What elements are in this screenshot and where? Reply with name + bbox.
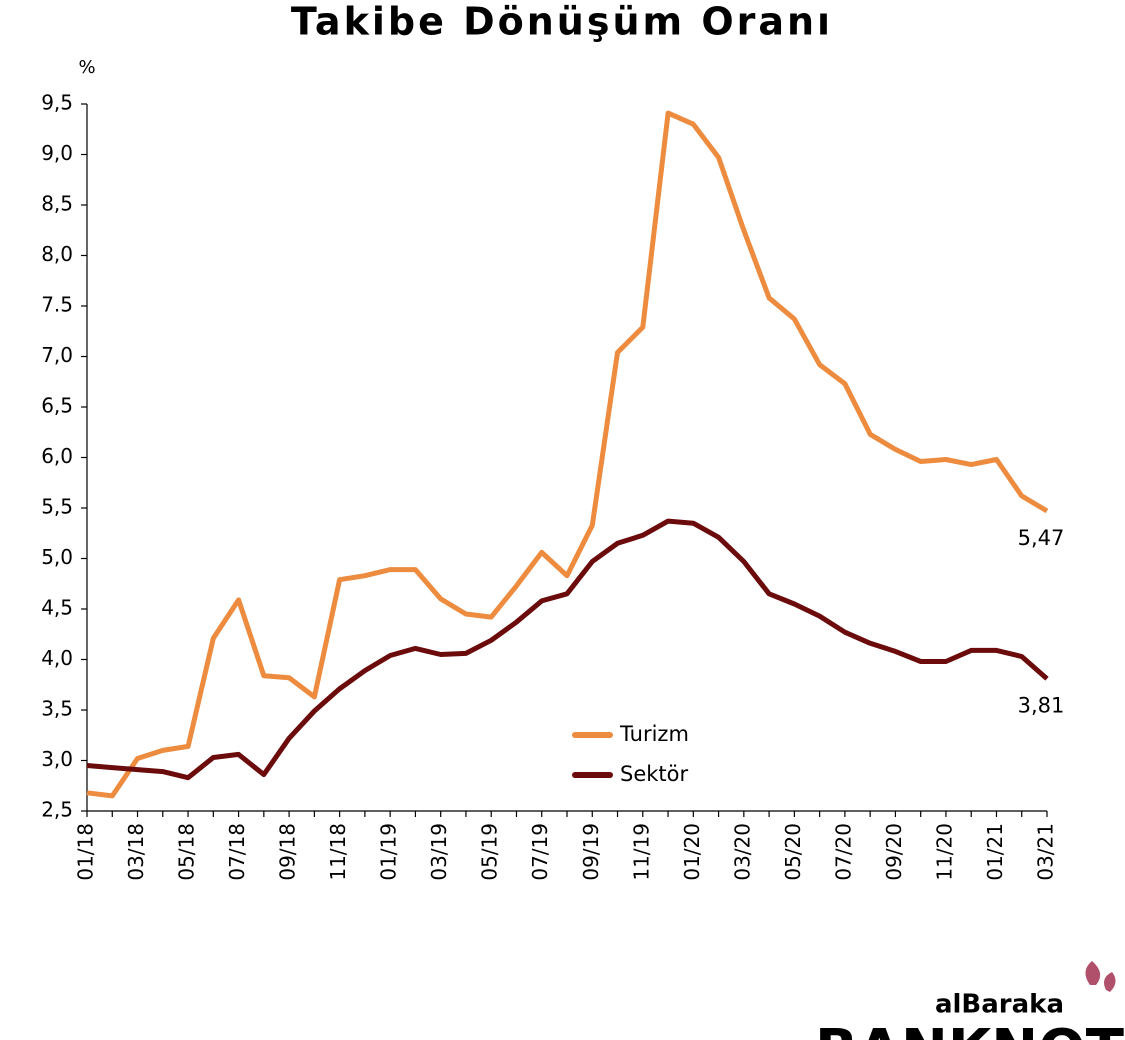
legend-label: Sektör [620, 762, 688, 786]
data-label: 3,81 [1018, 694, 1065, 718]
x-tick-label: 01/20 [680, 823, 704, 881]
chart-title: Takibe Dönüşüm Oranı [291, 0, 833, 44]
x-tick-label: 05/19 [478, 823, 502, 881]
x-tick-label: 05/18 [175, 823, 199, 881]
y-tick-label: 7.5 [41, 293, 73, 317]
y-tick-label: 8,5 [41, 192, 73, 216]
series-line [86, 110, 1049, 799]
x-tick-label: 07/19 [528, 823, 552, 881]
x-tick-label: 07/18 [225, 823, 249, 881]
y-tick-label: 2,5 [41, 798, 73, 822]
x-tick-label: 09/18 [276, 823, 300, 881]
y-tick-label: 6,0 [41, 444, 73, 468]
x-tick-label: 03/18 [124, 823, 148, 881]
x-tick-label: 03/21 [1034, 823, 1058, 881]
x-tick-label: 01/19 [377, 823, 401, 881]
series-line [86, 518, 1049, 781]
y-tick-label: 3,5 [41, 697, 73, 721]
x-tick-label: 09/20 [882, 823, 906, 881]
legend-label: Turizm [619, 722, 689, 746]
y-tick-label: 4,5 [41, 596, 73, 620]
y-tick-label: 3,0 [41, 747, 73, 771]
x-tick-label: 05/20 [781, 823, 805, 881]
y-tick-label: 7,0 [41, 343, 73, 367]
x-tick-label: 01/21 [983, 823, 1007, 881]
y-tick-label: 5,5 [41, 495, 73, 519]
y-tick-label: 6,5 [41, 394, 73, 418]
brand-product: BANKNOT [815, 1018, 1124, 1040]
y-tick-label: 9,0 [41, 141, 73, 165]
x-tick-label: 11/19 [629, 823, 653, 881]
y-tick-label: 9,5 [41, 91, 73, 115]
y-tick-label: 4,0 [41, 646, 73, 670]
brand-logo [1085, 961, 1116, 992]
x-tick-label: 09/19 [579, 823, 603, 881]
y-tick-label: 5,0 [41, 545, 73, 569]
x-tick-label: 03/19 [427, 823, 451, 881]
x-tick-label: 03/20 [730, 823, 754, 881]
y-tick-label: 8,0 [41, 242, 73, 266]
x-tick-label: 01/18 [74, 823, 98, 881]
x-tick-label: 11/20 [932, 823, 956, 881]
x-tick-label: 07/20 [831, 823, 855, 881]
brand-name: alBaraka [935, 990, 1064, 1020]
data-label: 5,47 [1018, 526, 1065, 550]
x-tick-label: 11/18 [326, 823, 350, 881]
y-axis-label: % [78, 57, 95, 78]
